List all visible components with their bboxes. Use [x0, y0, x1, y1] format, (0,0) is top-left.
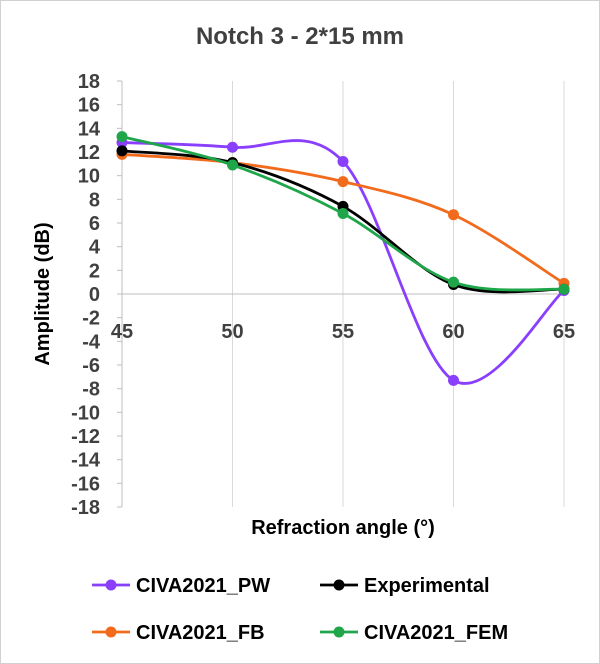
y-tick-label: -14 — [71, 450, 101, 472]
y-tick-label: -6 — [82, 355, 100, 377]
legend-item-civa2021-pw: CIVA2021_PW — [92, 575, 270, 597]
y-tick-label: 8 — [89, 189, 100, 211]
data-point-civa2021-fem — [116, 131, 128, 143]
series-lines — [116, 131, 570, 386]
y-tick-label: 2 — [89, 260, 100, 282]
series-line-civa2021-pw — [120, 139, 566, 385]
legend-label: Experimental — [364, 575, 490, 597]
data-point-civa2021-fem — [448, 276, 459, 288]
x-tick-labels: 45 50 55 60 65 — [111, 321, 575, 343]
legend: CIVA2021_PW Experimental CIVA2021_FB CIVA20… — [92, 575, 508, 644]
y-tick-label: -18 — [71, 497, 100, 519]
x-tick-label: 45 — [111, 321, 133, 343]
data-point-civa2021-pw — [227, 141, 238, 153]
legend-item-civa2021-fb: CIVA2021_FB — [92, 622, 265, 644]
x-tick-label: 65 — [553, 321, 575, 343]
y-tick-label: -10 — [71, 402, 100, 424]
data-point-civa2021-fem — [337, 208, 349, 220]
y-tick-label: 6 — [89, 213, 100, 235]
y-tick-label: 0 — [89, 284, 100, 306]
legend-item-civa2021-fem: CIVA2021_FEM — [320, 622, 508, 644]
y-tick-label: 10 — [78, 166, 100, 188]
y-tick-label: 18 — [78, 71, 100, 93]
y-tick-label: 4 — [89, 237, 101, 259]
legend-swatch-marker — [333, 579, 345, 591]
data-point-civa2021-pw — [448, 374, 459, 386]
y-tick-label: -4 — [82, 331, 101, 353]
legend-label: CIVA2021_PW — [136, 575, 270, 597]
x-tick-label: 55 — [332, 321, 354, 343]
legend-swatch-marker — [105, 579, 117, 591]
legend-swatch-marker — [333, 626, 345, 638]
data-point-civa2021-fem — [558, 283, 570, 295]
legend-item-experimental: Experimental — [320, 575, 490, 597]
x-tick-label: 50 — [221, 321, 243, 343]
y-axis-title: Amplitude (dB) — [32, 222, 54, 365]
x-axis-title: Refraction angle (°) — [251, 517, 435, 539]
y-tick-label: 14 — [78, 118, 101, 140]
data-point-civa2021-fem — [227, 159, 238, 171]
y-tick-label: -16 — [71, 473, 100, 495]
y-tick-label: -2 — [82, 308, 100, 330]
data-point-civa2021-pw — [337, 155, 349, 167]
chart-title: Notch 3 - 2*15 mm — [196, 23, 404, 50]
y-tick-label: -8 — [82, 379, 100, 401]
y-tick-label: -12 — [71, 426, 100, 448]
y-tick-label: 16 — [78, 95, 100, 117]
data-point-civa2021-fb — [337, 176, 349, 188]
data-point-experimental — [116, 145, 128, 157]
x-tick-label: 60 — [442, 321, 464, 343]
legend-swatch-marker — [105, 626, 117, 638]
series-civa2021-fem — [116, 131, 570, 295]
legend-label: CIVA2021_FB — [136, 622, 265, 644]
data-point-civa2021-fb — [448, 209, 459, 221]
y-tick-label: 12 — [78, 142, 100, 164]
legend-label: CIVA2021_FEM — [364, 622, 508, 644]
